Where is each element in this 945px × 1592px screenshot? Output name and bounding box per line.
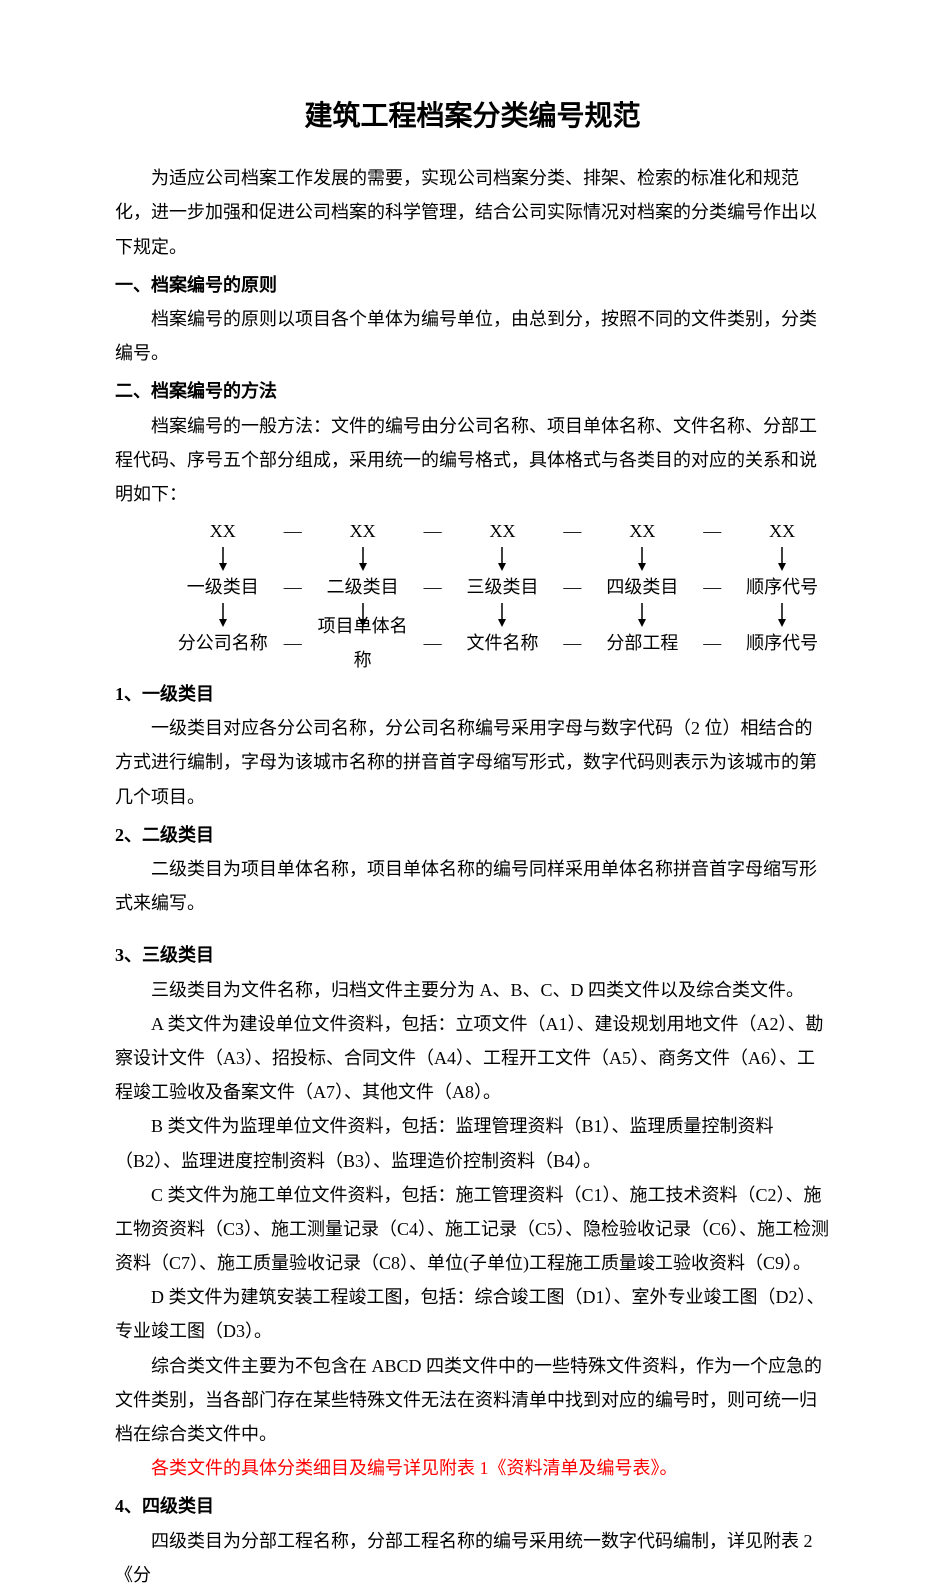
level-3-red-note: 各类文件的具体分类细目及编号详见附表 1《资料清单及编号表》。: [115, 1451, 830, 1485]
diagram-level-1: 一级类目: [175, 570, 271, 604]
level-3-heading: 3、三级类目: [115, 938, 830, 972]
arrow-down-icon: [496, 547, 508, 571]
section-2-heading: 二、档案编号的方法: [115, 374, 830, 408]
diagram-name-2: 项目单体名称: [315, 609, 411, 677]
diagram-level-2: 二级类目: [315, 570, 411, 604]
level-3-p1: 三级类目为文件名称，归档文件主要分为 A、B、C、D 四类文件以及综合类文件。: [115, 973, 830, 1007]
diagram-sep: —: [271, 570, 315, 604]
diagram-sep: —: [550, 626, 594, 660]
diagram-name-3: 文件名称: [455, 626, 551, 660]
diagram-name-5: 顺序代号: [734, 626, 830, 660]
level-3-p4: C 类文件为施工单位文件资料，包括：施工管理资料（C1）、施工技术资料（C2）、…: [115, 1178, 830, 1281]
numbering-diagram: XX — XX — XX — XX — XX 一级类目 — 二级类目 — 三级: [175, 517, 830, 657]
arrow-down-icon: [636, 603, 648, 627]
diagram-code-3: XX: [455, 514, 551, 548]
section-1-body: 档案编号的原则以项目各个单体为编号单位，由总到分，按照不同的文件类别，分类编号。: [115, 302, 830, 370]
diagram-sep: —: [410, 514, 454, 548]
diagram-level-4: 四级类目: [595, 570, 691, 604]
diagram-sep: —: [690, 570, 734, 604]
arrow-down-icon: [357, 547, 369, 571]
diagram-name-4: 分部工程: [595, 626, 691, 660]
level-3-p5: D 类文件为建筑安装工程竣工图，包括：综合竣工图（D1）、室外专业竣工图（D2）…: [115, 1280, 830, 1348]
diagram-sep: —: [550, 570, 594, 604]
page-title: 建筑工程档案分类编号规范: [115, 90, 830, 143]
intro-paragraph: 为适应公司档案工作发展的需要，实现公司档案分类、排架、检索的标准化和规范化，进一…: [115, 161, 830, 264]
level-1-heading: 1、一级类目: [115, 677, 830, 711]
level-2-body: 二级类目为项目单体名称，项目单体名称的编号同样采用单体名称拼音首字母缩写形式来编…: [115, 852, 830, 920]
arrow-down-icon: [496, 603, 508, 627]
arrow-down-icon: [217, 547, 229, 571]
level-1-body: 一级类目对应各分公司名称，分公司名称编号采用字母与数字代码（2 位）相结合的方式…: [115, 711, 830, 814]
diagram-code-2: XX: [315, 514, 411, 548]
arrow-down-icon: [217, 603, 229, 627]
section-2-body: 档案编号的一般方法：文件的编号由分公司名称、项目单体名称、文件名称、分部工程代码…: [115, 409, 830, 512]
diagram-level-3: 三级类目: [455, 570, 551, 604]
diagram-level-5: 顺序代号: [734, 570, 830, 604]
level-3-p3: B 类文件为监理单位文件资料，包括：监理管理资料（B1）、监理质量控制资料（B2…: [115, 1109, 830, 1177]
diagram-sep: —: [410, 626, 454, 660]
level-4-body: 四级类目为分部工程名称，分部工程名称的编号采用统一数字代码编制，详见附表 2《分: [115, 1524, 830, 1592]
arrow-down-icon: [636, 547, 648, 571]
diagram-sep: —: [271, 626, 315, 660]
diagram-sep: —: [410, 570, 454, 604]
document-page: 建筑工程档案分类编号规范 为适应公司档案工作发展的需要，实现公司档案分类、排架、…: [0, 0, 945, 1337]
diagram-arrows-1: [175, 545, 830, 573]
diagram-arrows-2: [175, 601, 830, 629]
arrow-down-icon: [776, 603, 788, 627]
diagram-code-5: XX: [734, 514, 830, 548]
diagram-code-4: XX: [595, 514, 691, 548]
level-3-p6: 综合类文件主要为不包含在 ABCD 四类文件中的一些特殊文件资料，作为一个应急的…: [115, 1349, 830, 1452]
arrow-down-icon: [776, 547, 788, 571]
diagram-sep: —: [690, 626, 734, 660]
diagram-row-codes: XX — XX — XX — XX — XX: [175, 517, 830, 545]
level-3-p2: A 类文件为建设单位文件资料，包括：立项文件（A1）、建设规划用地文件（A2）、…: [115, 1007, 830, 1110]
diagram-row-levels: 一级类目 — 二级类目 — 三级类目 — 四级类目 — 顺序代号: [175, 573, 830, 601]
diagram-sep: —: [271, 514, 315, 548]
diagram-sep: —: [690, 514, 734, 548]
diagram-name-1: 分公司名称: [175, 626, 271, 660]
section-1-heading: 一、档案编号的原则: [115, 268, 830, 302]
level-2-heading: 2、二级类目: [115, 818, 830, 852]
diagram-sep: —: [550, 514, 594, 548]
diagram-row-names: 分公司名称 — 项目单体名称 — 文件名称 — 分部工程 — 顺序代号: [175, 629, 830, 657]
level-4-heading: 4、四级类目: [115, 1489, 830, 1523]
diagram-code-1: XX: [175, 514, 271, 548]
